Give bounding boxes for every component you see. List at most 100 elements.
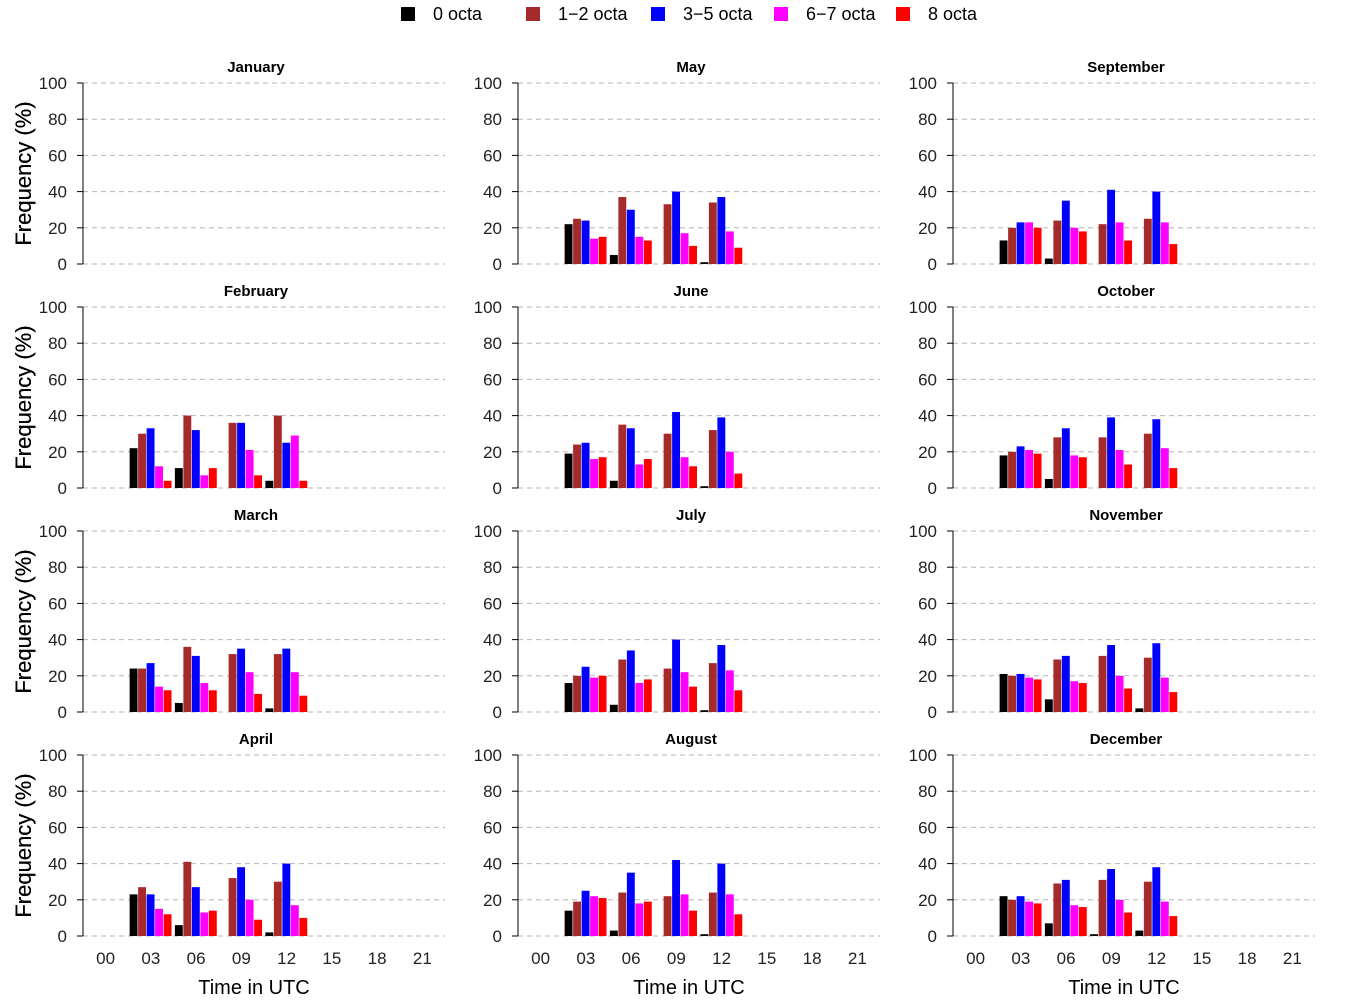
bar-1-2-octa-03 <box>573 675 582 712</box>
x-tick-label: 09 <box>232 949 251 968</box>
bar-1-2-octa-03 <box>573 444 582 488</box>
bar-3-5-octa-12 <box>282 863 291 936</box>
bar-0-octa-06 <box>609 930 618 936</box>
y-tick-label: 80 <box>483 110 502 129</box>
bar-8-octa-03 <box>1033 453 1042 488</box>
y-tick-label: 60 <box>483 818 502 837</box>
bar-8-octa-06 <box>643 679 652 712</box>
bar-3-5-octa-09 <box>1107 417 1116 488</box>
y-tick-label: 0 <box>493 479 502 498</box>
bar-3-5-octa-06 <box>1061 428 1070 488</box>
bar-0-octa-03 <box>999 455 1008 488</box>
bar-8-octa-12 <box>1169 916 1178 936</box>
legend: 0 octa 1−2 octa 3−5 octa 6−7 octa 8 octa <box>401 4 978 24</box>
bar-8-octa-03 <box>598 675 607 712</box>
bar-8-octa-09 <box>689 466 698 488</box>
bar-3-5-octa-12 <box>717 417 726 488</box>
y-axis-label: Frequency (%) <box>11 325 36 469</box>
bar-1-2-octa-03 <box>1008 899 1017 936</box>
y-tick-label: 40 <box>48 407 67 426</box>
bar-3-5-octa-03 <box>146 894 155 936</box>
bar-1-2-octa-12 <box>708 202 717 264</box>
y-tick-label: 100 <box>474 522 502 541</box>
bar-3-5-octa-06 <box>1061 200 1070 264</box>
bar-3-5-octa-09 <box>237 648 246 712</box>
legend-swatch <box>774 7 788 21</box>
bar-6-7-octa-12 <box>725 231 734 264</box>
bar-3-5-octa-12 <box>1152 191 1161 264</box>
x-tick-label: 12 <box>277 949 296 968</box>
bar-3-5-octa-12 <box>717 863 726 936</box>
y-tick-label: 60 <box>918 146 937 165</box>
bar-1-2-octa-12 <box>273 654 282 712</box>
legend-label: 6−7 octa <box>806 4 877 24</box>
bar-6-7-octa-09 <box>1115 675 1124 712</box>
bar-0-octa-06 <box>174 925 183 936</box>
bar-6-7-octa-12 <box>725 451 734 488</box>
y-tick-label: 60 <box>918 818 937 837</box>
bar-6-7-octa-06 <box>635 683 644 712</box>
bar-3-5-octa-09 <box>1107 645 1116 712</box>
bar-0-octa-12 <box>265 932 274 936</box>
y-tick-label: 100 <box>39 74 67 93</box>
bar-0-octa-06 <box>174 702 183 712</box>
bar-6-7-octa-12 <box>1160 222 1169 264</box>
y-axis-label: Frequency (%) <box>11 549 36 693</box>
bar-6-7-octa-03 <box>590 459 599 488</box>
bar-8-octa-06 <box>1078 231 1087 264</box>
bar-3-5-octa-03 <box>1016 673 1025 712</box>
bar-3-5-octa-06 <box>626 209 635 264</box>
bar-8-octa-06 <box>643 240 652 264</box>
bar-1-2-octa-09 <box>228 654 237 712</box>
panel-title: August <box>665 731 717 748</box>
bar-6-7-octa-09 <box>680 672 689 712</box>
bar-3-5-octa-03 <box>146 428 155 488</box>
bar-8-octa-09 <box>254 693 263 712</box>
y-tick-label: 0 <box>928 927 937 946</box>
y-tick-label: 60 <box>483 594 502 613</box>
bar-6-7-octa-06 <box>1070 227 1079 264</box>
bar-3-5-octa-12 <box>1152 419 1161 488</box>
bar-6-7-octa-03 <box>155 686 164 712</box>
bar-1-2-octa-12 <box>708 430 717 488</box>
bar-6-7-octa-09 <box>680 894 689 936</box>
bar-3-5-octa-06 <box>1061 655 1070 712</box>
legend-item-1-2-octa: 1−2 octa <box>526 4 629 24</box>
x-tick-label: 21 <box>413 949 432 968</box>
y-tick-label: 20 <box>48 219 67 238</box>
bar-3-5-octa-09 <box>672 639 681 712</box>
bar-6-7-octa-12 <box>1160 448 1169 488</box>
bar-8-octa-06 <box>1078 457 1087 488</box>
y-tick-label: 100 <box>39 746 67 765</box>
y-tick-label: 0 <box>928 703 937 722</box>
bar-1-2-octa-12 <box>708 892 717 936</box>
bar-3-5-octa-12 <box>717 645 726 712</box>
bar-6-7-octa-03 <box>155 466 164 488</box>
bar-3-5-octa-12 <box>282 648 291 712</box>
panel-title: April <box>239 731 273 748</box>
bar-1-2-octa-03 <box>573 218 582 264</box>
bar-1-2-octa-06 <box>1053 437 1062 488</box>
x-tick-label: 03 <box>576 949 595 968</box>
x-tick-label: 21 <box>848 949 867 968</box>
y-tick-label: 20 <box>483 891 502 910</box>
y-tick-label: 60 <box>918 594 937 613</box>
y-tick-label: 60 <box>483 370 502 389</box>
bar-6-7-octa-09 <box>245 672 254 712</box>
bar-8-octa-12 <box>1169 468 1178 488</box>
bar-8-octa-12 <box>734 690 743 712</box>
bar-8-octa-03 <box>163 690 172 712</box>
bar-8-octa-06 <box>1078 907 1087 936</box>
bar-8-octa-12 <box>1169 244 1178 264</box>
panel-title: July <box>676 507 707 524</box>
x-tick-label: 09 <box>1102 949 1121 968</box>
bar-3-5-octa-06 <box>626 872 635 936</box>
bar-8-octa-09 <box>1124 912 1133 936</box>
y-tick-label: 0 <box>58 255 67 274</box>
y-axis-label: Frequency (%) <box>11 549 36 693</box>
bar-1-2-octa-09 <box>1098 879 1107 936</box>
